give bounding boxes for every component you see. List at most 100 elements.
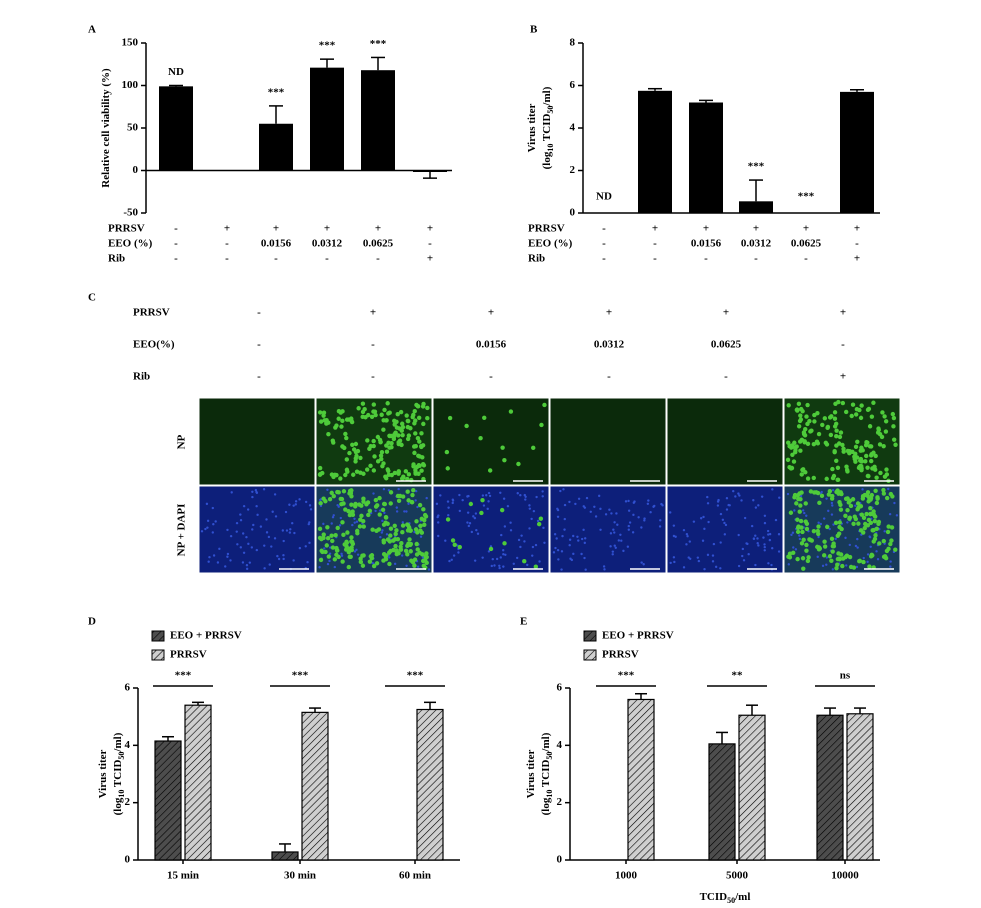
infected-cell: [341, 489, 347, 494]
nucleus: [582, 528, 585, 532]
nucleus: [451, 501, 454, 505]
infected-cell: [412, 408, 417, 414]
nucleus: [466, 521, 469, 524]
infected-cell: [864, 453, 869, 459]
nucleus: [699, 517, 703, 520]
nucleus: [245, 564, 249, 567]
infected-cell: [502, 457, 507, 463]
nucleus: [304, 545, 307, 548]
infected-cell: [359, 503, 364, 508]
y-axis-label-part: (log: [541, 151, 553, 169]
infected-cell: [384, 476, 389, 481]
infected-cell: [863, 459, 868, 464]
condition-value: 0.0625: [711, 339, 742, 351]
nucleus: [485, 494, 488, 497]
nucleus: [741, 547, 745, 551]
nucleus: [893, 501, 896, 505]
nucleus: [609, 545, 612, 548]
nucleus: [672, 524, 676, 527]
infected-cell: [881, 538, 886, 544]
nucleus: [742, 559, 746, 562]
nucleus: [619, 533, 622, 536]
infected-cell: [873, 453, 878, 459]
infected-cell: [499, 507, 505, 513]
nucleus: [214, 520, 217, 523]
nucleus: [322, 522, 325, 526]
bar: [301, 711, 329, 861]
nucleus: [437, 534, 440, 538]
nucleus: [737, 492, 740, 495]
infected-cell: [355, 531, 360, 536]
nucleus: [536, 519, 540, 523]
y-axis-label-part: 50: [546, 106, 555, 114]
infected-cell: [364, 467, 370, 472]
nucleus: [760, 495, 764, 498]
nucleus: [875, 550, 878, 553]
infected-cell: [804, 414, 809, 419]
condition-value: -: [376, 253, 380, 265]
nucleus: [499, 491, 502, 494]
infected-cell: [403, 548, 409, 553]
nucleus: [669, 511, 672, 514]
y-tick-label: 0: [557, 854, 563, 866]
nucleus: [572, 552, 575, 556]
nucleus: [263, 544, 266, 547]
micrograph: [198, 397, 316, 486]
nucleus: [528, 507, 532, 510]
condition-value: -: [428, 238, 432, 250]
infected-cell: [408, 549, 413, 554]
condition-value: -: [653, 238, 657, 250]
infected-cell: [377, 495, 382, 501]
condition-label: PRRSV: [528, 223, 565, 235]
infected-cell: [341, 532, 346, 538]
nucleus: [889, 565, 892, 568]
nucleus: [515, 556, 519, 560]
x-tick-label: 5000: [726, 870, 749, 882]
infected-cell: [848, 503, 854, 509]
significance-label: ND: [596, 191, 612, 203]
bar: [816, 714, 844, 861]
nucleus: [472, 515, 475, 518]
nucleus: [461, 498, 464, 502]
nucleus: [407, 502, 410, 505]
infected-cell: [835, 562, 840, 567]
y-axis-label: (log10 TCID50/ml): [540, 732, 555, 815]
nucleus: [262, 488, 266, 491]
nucleus: [712, 542, 716, 546]
y-tick-label: 4: [570, 122, 576, 134]
infected-cell: [400, 432, 405, 438]
nucleus: [242, 551, 246, 554]
nucleus: [632, 501, 636, 504]
nucleus: [254, 488, 258, 492]
infected-cell: [420, 455, 425, 460]
nucleus: [353, 521, 356, 524]
infected-cell: [411, 488, 416, 493]
infected-cell: [420, 461, 426, 467]
nucleus: [239, 546, 243, 549]
condition-value: -: [225, 238, 229, 250]
nucleus: [883, 530, 886, 533]
infected-cell: [353, 456, 358, 461]
x-axis-label-part: /ml: [734, 891, 750, 903]
infected-cell: [856, 505, 861, 510]
infected-cell: [400, 424, 406, 430]
y-axis-label: (log10 TCID50/ml): [541, 86, 556, 169]
infected-cell: [804, 542, 809, 548]
condition-value: +: [854, 223, 860, 235]
infected-cell: [834, 433, 839, 439]
nucleus: [869, 545, 872, 548]
infected-cell: [388, 526, 394, 531]
nucleus: [512, 562, 515, 565]
infected-cell: [865, 523, 871, 528]
y-tick-label: 6: [570, 79, 576, 91]
y-axis-label-part: (log: [112, 797, 124, 815]
infected-cell: [419, 431, 424, 436]
infected-cell: [385, 467, 390, 472]
infected-cell: [879, 434, 885, 440]
nucleus: [475, 528, 478, 532]
nucleus: [661, 504, 664, 507]
infected-cell: [834, 458, 839, 463]
nucleus: [307, 522, 310, 526]
significance-label: ND: [168, 66, 184, 78]
